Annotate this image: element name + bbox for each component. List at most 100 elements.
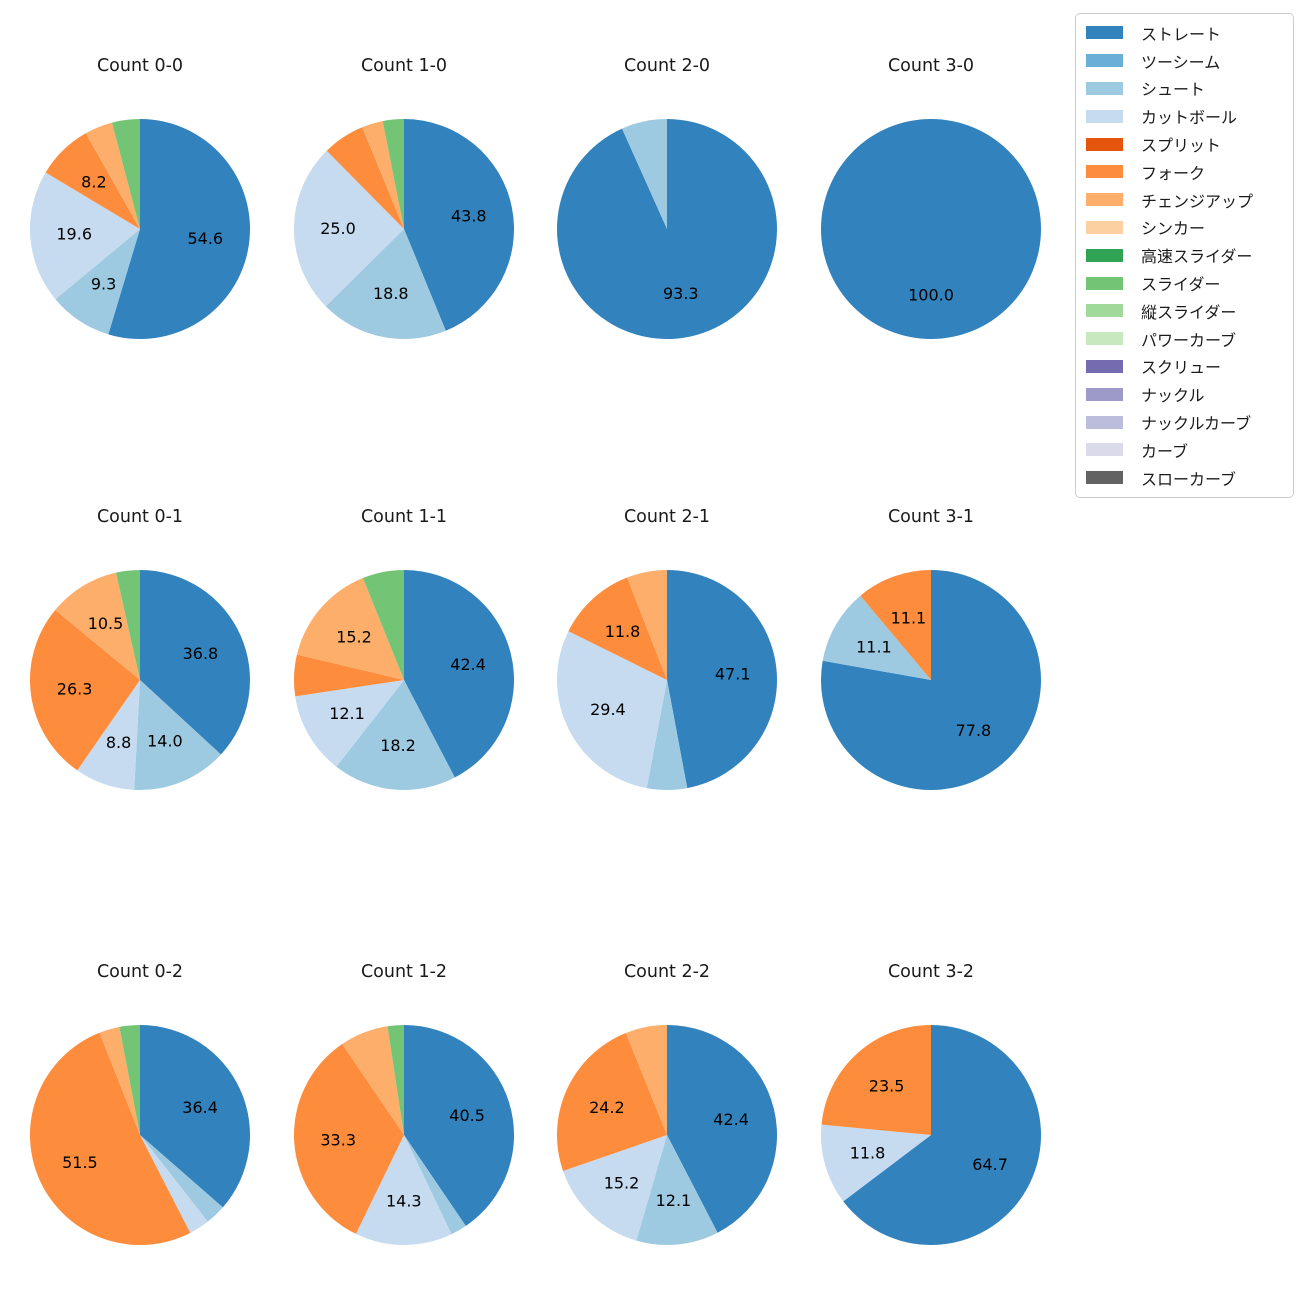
pie-slice-カットボール	[556, 631, 667, 789]
pie-slice-カットボール	[140, 1135, 208, 1233]
legend-color-swatch	[1086, 332, 1123, 346]
pie: 42.4 12.1 15.2 24.2	[556, 1025, 778, 1245]
legend-item: 縦スライダー	[1086, 297, 1285, 325]
pie-pct-label: 29.4	[590, 700, 626, 719]
pie: 93.3	[556, 119, 777, 339]
legend-item: カーブ	[1086, 436, 1285, 464]
legend-color-swatch	[1086, 471, 1123, 485]
legend-item: ナックル	[1086, 380, 1285, 408]
pie: 36.8 14.0 8.8 26.3 10.5	[30, 570, 250, 790]
pie-slice-チェンジアップ	[625, 1025, 667, 1135]
pie-slice-フォーク	[326, 127, 404, 229]
pie: 47.1 29.4 11.8	[556, 570, 777, 790]
pie-pct-label: 25.0	[320, 219, 356, 238]
legend-color-swatch	[1086, 81, 1123, 95]
pie-pct-label: 43.8	[451, 207, 487, 226]
pie-slice-カットボール	[821, 1124, 931, 1202]
pie-slice-ストレート	[404, 119, 515, 331]
pie-pct-label: 10.5	[88, 614, 124, 633]
legend-item: フォーク	[1086, 158, 1285, 186]
pie-pct-label: 36.4	[182, 1098, 218, 1117]
pie-slice-スライダー	[119, 1025, 140, 1135]
pie-pct-label: 42.4	[713, 1110, 749, 1129]
chart-title: Count 3-2	[887, 962, 975, 982]
pie-slice-チェンジアップ	[55, 572, 140, 680]
pie-pct-label: 15.2	[336, 627, 372, 646]
chart-title: Count 2-2	[623, 962, 711, 982]
pie-slice-ストレート	[667, 570, 777, 789]
legend-item-label: カーブ	[1141, 441, 1189, 461]
legend-item: スプリット	[1086, 130, 1285, 158]
pie-slice-チェンジアップ	[99, 1026, 140, 1135]
pie-pct-label: 24.2	[589, 1098, 625, 1117]
pie-slice-チェンジアップ	[362, 121, 404, 229]
pie-slice-シュート	[325, 229, 446, 340]
pie-slice-シュート	[336, 680, 455, 791]
legend-item-label: 高速スライダー	[1141, 247, 1253, 267]
pie-pct-label: 11.8	[850, 1144, 886, 1163]
legend-item-label: スローカーブ	[1141, 469, 1237, 489]
chart-title: Count 1-2	[360, 962, 448, 982]
pie-pct-label: 42.4	[450, 655, 486, 674]
pie-slice-シュート	[140, 1135, 223, 1222]
pie-pct-label: 8.2	[81, 172, 106, 191]
legend-color-swatch	[1086, 137, 1123, 151]
pie: 36.4 51.5	[29, 1025, 250, 1246]
pie-pct-label: 15.2	[604, 1173, 640, 1192]
pie-slice-シュート	[822, 595, 931, 680]
pie: 77.8 11.1 11.1	[821, 570, 1042, 790]
legend-item: カットボール	[1086, 102, 1285, 130]
pie-slice-チェンジアップ	[296, 577, 404, 680]
pie-slice-カットボール	[294, 150, 404, 307]
legend-color-swatch	[1086, 248, 1123, 262]
pie-pct-label: 11.8	[605, 622, 641, 641]
pie-slice-ストレート	[108, 119, 251, 339]
pie-pct-label: 8.8	[106, 733, 131, 752]
pie-pct-label: 11.1	[891, 609, 927, 628]
legend-item: ツーシーム	[1086, 47, 1285, 75]
pie-slice-ストレート	[140, 1025, 250, 1208]
legend-color-swatch	[1086, 415, 1123, 429]
pie-pct-label: 18.2	[380, 736, 416, 755]
pie-pct-label: 9.3	[91, 275, 116, 294]
pie-pct-label: 33.3	[320, 1130, 356, 1149]
pie-pct-label: 23.5	[869, 1077, 905, 1096]
pie-pct-label: 12.1	[329, 704, 365, 723]
pie: 54.6 9.3 19.6 8.2	[29, 119, 251, 339]
chart-title: Count 2-0	[623, 56, 711, 76]
pie-pct-label: 100.0	[908, 286, 954, 305]
chart-title: Count 3-1	[887, 507, 975, 527]
pie: 100.0	[821, 119, 1041, 339]
pie-slice-フォーク	[821, 1025, 931, 1135]
pie-slice-ストレート	[843, 1025, 1041, 1245]
legend-color-swatch	[1086, 304, 1123, 318]
pie-pct-label: 77.8	[956, 721, 992, 740]
legend-item: 高速スライダー	[1086, 241, 1285, 269]
legend-item-label: シンカー	[1141, 219, 1206, 239]
pie-slice-カットボール	[29, 172, 140, 300]
legend-item-label: ナックル	[1141, 386, 1205, 406]
legend-color-swatch	[1086, 220, 1123, 234]
legend-color-swatch	[1086, 387, 1123, 401]
legend-item-label: シュート	[1141, 80, 1206, 100]
legend-item: シュート	[1086, 75, 1285, 103]
pie: 40.5 14.3 33.3	[294, 1025, 515, 1245]
legend-item-label: スプリット	[1141, 136, 1222, 156]
pie-slice-フォーク	[29, 1032, 191, 1246]
legend-item: チェンジアップ	[1086, 186, 1285, 214]
pie-pct-label: 14.0	[147, 732, 183, 751]
pie-slice-カットボール	[295, 680, 404, 767]
legend-item-label: ストレート	[1141, 24, 1222, 44]
pie-slice-ストレート	[821, 570, 1042, 790]
pie-pct-label: 12.1	[656, 1191, 692, 1210]
pie-slice-チェンジアップ	[85, 122, 140, 229]
pie-slice-フォーク	[30, 609, 140, 771]
legend-item-label: カットボール	[1141, 108, 1238, 128]
legend-color-swatch	[1086, 193, 1123, 207]
legend-item-label: パワーカーブ	[1141, 330, 1237, 350]
pie-pct-label: 40.5	[449, 1106, 485, 1125]
pie-pct-label: 11.1	[856, 637, 892, 656]
chart-title: Count 2-1	[623, 507, 711, 527]
pie-pct-label: 47.1	[715, 664, 751, 683]
